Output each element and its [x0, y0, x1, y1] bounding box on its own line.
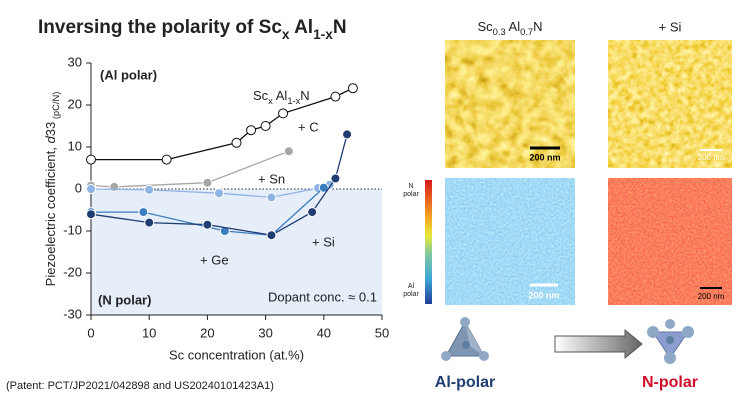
data-point [347, 83, 358, 94]
data-point [202, 219, 213, 230]
x-tick-label: 30 [258, 325, 272, 340]
text-part: 1-x [313, 27, 333, 42]
data-point [231, 137, 242, 148]
y-tick-label: 0 [75, 180, 82, 195]
colorbar-label: Al [408, 283, 415, 290]
data-point [86, 184, 96, 194]
annotation: (Al polar) [100, 67, 157, 82]
series-line [91, 87, 354, 161]
y-tick-label: 10 [68, 138, 82, 153]
data-point [219, 226, 230, 236]
data-point [144, 217, 155, 228]
data-point [86, 209, 96, 220]
text-part: 0.3 [493, 27, 506, 37]
data-point [330, 173, 341, 184]
x-tick-label: 0 [87, 325, 94, 340]
polarity-label: Al-polar [435, 374, 495, 391]
series-label: + Sn [258, 171, 285, 186]
series-label: + C [298, 119, 319, 134]
data-point [138, 207, 149, 218]
x-axis-label: Sc concentration (at.%) [169, 347, 304, 362]
x-tick-label: 20 [200, 325, 214, 340]
data-point [266, 192, 277, 203]
text-part: x [282, 27, 290, 42]
y-tick-label: -10 [63, 222, 82, 237]
annotation: (N polar) [98, 292, 151, 307]
colorbar-label: N [408, 183, 413, 190]
data-point [214, 188, 225, 199]
text-part: 1-x [287, 96, 300, 106]
y-axis-label: Piezoelectric coefficient, d33 (pC/N) [43, 92, 61, 287]
colorbar-label: polar [403, 291, 419, 298]
text-part: Inversing the polarity of Sc [38, 17, 282, 38]
text-part: Al [290, 17, 314, 38]
text-part: Piezoelectric coefficient, [43, 143, 58, 286]
series-label: Scx Al1-xN [253, 88, 310, 106]
column-header: Sc0.3 Al0.7N [477, 19, 542, 37]
text-part: 0.7 [520, 27, 533, 37]
text-part: Sc [253, 88, 269, 103]
data-point [86, 154, 96, 165]
text-part: Al [273, 88, 288, 103]
scale-label: 200 nm [528, 290, 559, 300]
data-point [161, 154, 172, 165]
text-part: (pC/N) [51, 92, 61, 122]
text-part: d [43, 135, 58, 143]
x-tick-label: 40 [317, 325, 331, 340]
text-part: x [268, 96, 273, 106]
y-tick-label: -20 [63, 264, 82, 279]
y-tick-label: 20 [68, 96, 82, 111]
text-part: Al [506, 19, 521, 34]
text-part: N [333, 17, 347, 38]
scale-label: 200 nm [698, 292, 725, 301]
series-line [90, 150, 290, 188]
scale-label: 200 nm [698, 153, 725, 162]
y-tick-label: -30 [63, 306, 82, 321]
y-tick-label: 30 [68, 54, 82, 69]
data-point [144, 184, 155, 195]
data-point [202, 177, 213, 188]
polarity-label: N-polar [642, 374, 698, 391]
colorbar-label: polar [403, 191, 419, 198]
text-part: 33 [43, 122, 58, 136]
data-point [278, 108, 289, 119]
colorbar [425, 180, 432, 304]
n-polar-tetrahedron [647, 319, 694, 364]
x-tick-label: 10 [142, 325, 156, 340]
data-point [246, 125, 257, 136]
chart-title: Inversing the polarity of Scx Al1-xN [38, 17, 347, 42]
series-label: + Ge [200, 252, 229, 267]
data-point [342, 129, 353, 140]
afm-image [608, 40, 732, 168]
al-polar-tetrahedron [441, 317, 489, 361]
data-point [307, 207, 318, 218]
text-part: N [533, 19, 542, 34]
text-part: Sc [477, 19, 493, 34]
footnote: (Patent: PCT/JP2021/042898 and US2024010… [6, 380, 274, 392]
data-point [260, 121, 271, 131]
annotation: Dopant conc. ≈ 0.1 [268, 289, 377, 304]
x-tick-label: 50 [375, 325, 389, 340]
data-point [266, 230, 277, 241]
data-point [109, 181, 120, 192]
data-point [283, 146, 294, 157]
pfm-image [608, 178, 732, 305]
text-part: N [300, 88, 309, 103]
data-point [330, 91, 341, 102]
series-label: + Si [312, 234, 335, 249]
column-header: + Si [659, 19, 682, 34]
arrow [554, 328, 643, 360]
scale-label: 200 nm [529, 152, 560, 162]
